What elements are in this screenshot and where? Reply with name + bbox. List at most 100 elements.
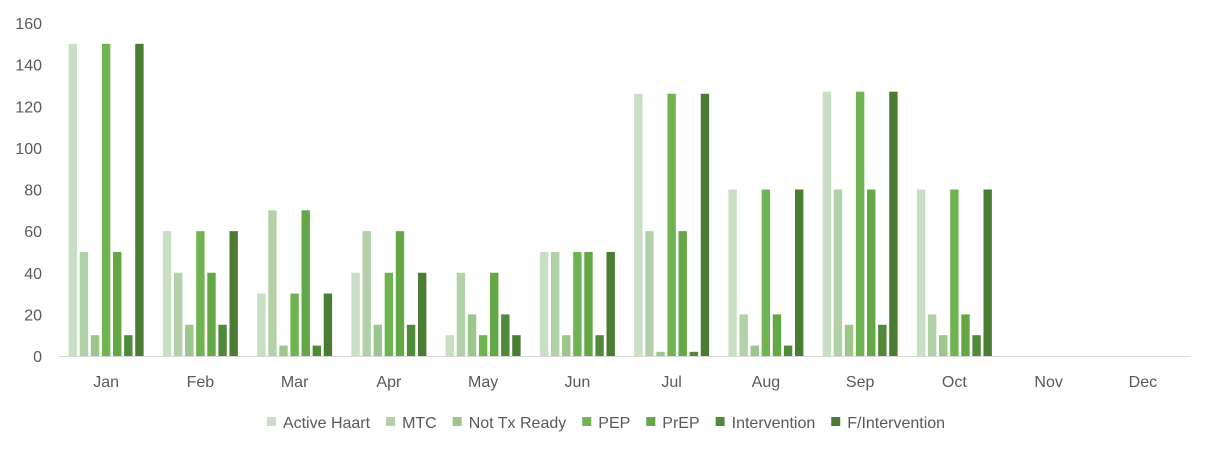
bar-pep-jul [667, 93, 676, 356]
legend-swatch-f-intervention [831, 417, 841, 426]
bar-prep-feb [207, 272, 216, 356]
bar-prep-sep [867, 189, 876, 356]
bar-prep-jul [678, 231, 687, 357]
bar-prep-apr [395, 231, 405, 357]
x-tick-label-aug: Aug [752, 374, 780, 391]
bar-f-intervention-mar [323, 293, 333, 356]
bar-not-tx-ready-jan [90, 335, 100, 356]
bar-active-haart-jan [68, 43, 78, 357]
bar-active-haart-oct [916, 189, 926, 356]
bar-intervention-sep [878, 324, 887, 356]
bar-mtc-oct [927, 314, 937, 357]
x-tick-label-oct: Oct [942, 374, 967, 391]
x-tick-label-dec: Dec [1129, 374, 1157, 391]
bar-mtc-jun [550, 251, 560, 356]
bar-pep-jun [573, 251, 582, 356]
bar-prep-oct [961, 314, 970, 357]
bar-pep-mar [290, 293, 299, 356]
x-tick-label-jun: Jun [564, 374, 590, 391]
bar-intervention-feb [218, 324, 227, 356]
bar-active-haart-jun [539, 251, 549, 356]
bar-intervention-aug [783, 345, 793, 356]
bar-mtc-jul [645, 231, 654, 357]
bar-f-intervention-jan [135, 43, 144, 357]
bar-intervention-may [501, 314, 510, 357]
legend-label-mtc: MTC [402, 415, 437, 432]
legend-swatch-prep [646, 417, 656, 426]
bar-not-tx-ready-apr [373, 324, 382, 356]
x-tick-label-nov: Nov [1034, 374, 1062, 391]
y-tick-label-40: 40 [24, 266, 42, 283]
bar-active-haart-mar [257, 293, 266, 356]
legend-label-pep: PEP [598, 415, 630, 432]
legend-swatch-active-haart [266, 417, 276, 426]
bar-intervention-jul [689, 351, 699, 356]
bar-f-intervention-may [512, 335, 521, 356]
x-tick-label-jul: Jul [661, 374, 681, 391]
bar-mtc-apr [362, 231, 371, 357]
legend-swatch-pep [582, 417, 592, 426]
legend-swatch-mtc [386, 417, 396, 426]
legend-label-f-intervention: F/Intervention [847, 415, 945, 432]
bar-intervention-jan [124, 335, 133, 356]
bar-intervention-jun [595, 335, 604, 356]
bar-f-intervention-sep [889, 91, 898, 357]
bar-prep-mar [301, 210, 310, 356]
y-tick-label-160: 160 [15, 16, 42, 33]
plot-area [68, 43, 992, 357]
x-tick-label-mar: Mar [281, 374, 309, 391]
bar-active-haart-apr [351, 272, 360, 356]
y-tick-label-20: 20 [24, 307, 42, 324]
x-tick-label-feb: Feb [187, 374, 215, 391]
bar-prep-may [490, 272, 499, 356]
bar-mtc-mar [268, 210, 277, 356]
bar-not-tx-ready-aug [750, 345, 759, 356]
bar-active-haart-feb [162, 231, 172, 357]
bar-not-tx-ready-may [467, 314, 477, 357]
bar-prep-jan [113, 251, 122, 356]
bar-intervention-apr [406, 324, 416, 356]
bar-f-intervention-apr [417, 272, 427, 356]
x-tick-label-jan: Jan [93, 374, 119, 391]
legend-item-pep: PEP [582, 415, 630, 432]
bar-active-haart-may [445, 335, 455, 356]
legend-item-intervention: Intervention [715, 415, 816, 432]
legend-item-f-intervention: F/Intervention [831, 415, 945, 432]
bar-f-intervention-feb [229, 231, 238, 357]
y-tick-label-120: 120 [15, 99, 42, 116]
legend-item-mtc: MTC [386, 415, 437, 432]
bar-mtc-feb [173, 272, 183, 356]
bar-mtc-aug [739, 314, 748, 357]
bar-pep-sep [855, 91, 865, 357]
bar-intervention-oct [972, 335, 981, 356]
bar-active-haart-jul [634, 93, 643, 356]
legend-swatch-not-tx-ready [452, 417, 462, 426]
y-axis-tick-labels: 0 20 40 60 80 100 120 140 160 [15, 16, 42, 366]
bar-pep-aug [761, 189, 771, 356]
bar-not-tx-ready-jun [562, 335, 571, 356]
x-tick-label-may: May [468, 374, 498, 391]
legend-item-active-haart: Active Haart [266, 415, 371, 432]
bar-intervention-mar [312, 345, 322, 356]
legend-label-active-haart: Active Haart [283, 415, 371, 432]
y-tick-label-60: 60 [24, 224, 42, 241]
bar-not-tx-ready-sep [844, 324, 854, 356]
bar-f-intervention-oct [983, 189, 992, 356]
legend-label-intervention: Intervention [732, 415, 816, 432]
y-tick-label-100: 100 [15, 141, 42, 158]
bar-f-intervention-jul [700, 93, 710, 356]
x-tick-label-sep: Sep [846, 374, 875, 391]
bar-prep-jun [584, 251, 593, 356]
bar-mtc-sep [833, 189, 843, 356]
bar-pep-apr [384, 272, 394, 356]
legend-label-prep: PrEP [662, 415, 699, 432]
bar-not-tx-ready-oct [939, 335, 948, 356]
y-tick-label-0: 0 [33, 349, 42, 366]
x-axis-tick-labels: Jan Feb Mar Apr May Jun Jul Aug Sep Oct Nov Dec [93, 374, 1157, 391]
y-tick-label-80: 80 [24, 183, 42, 200]
legend: Active Haart MTC Not Tx Ready PEP PrEP Interv… [266, 415, 945, 432]
bar-not-tx-ready-feb [185, 324, 194, 356]
bar-mtc-may [456, 272, 466, 356]
bar-pep-jan [101, 43, 111, 357]
